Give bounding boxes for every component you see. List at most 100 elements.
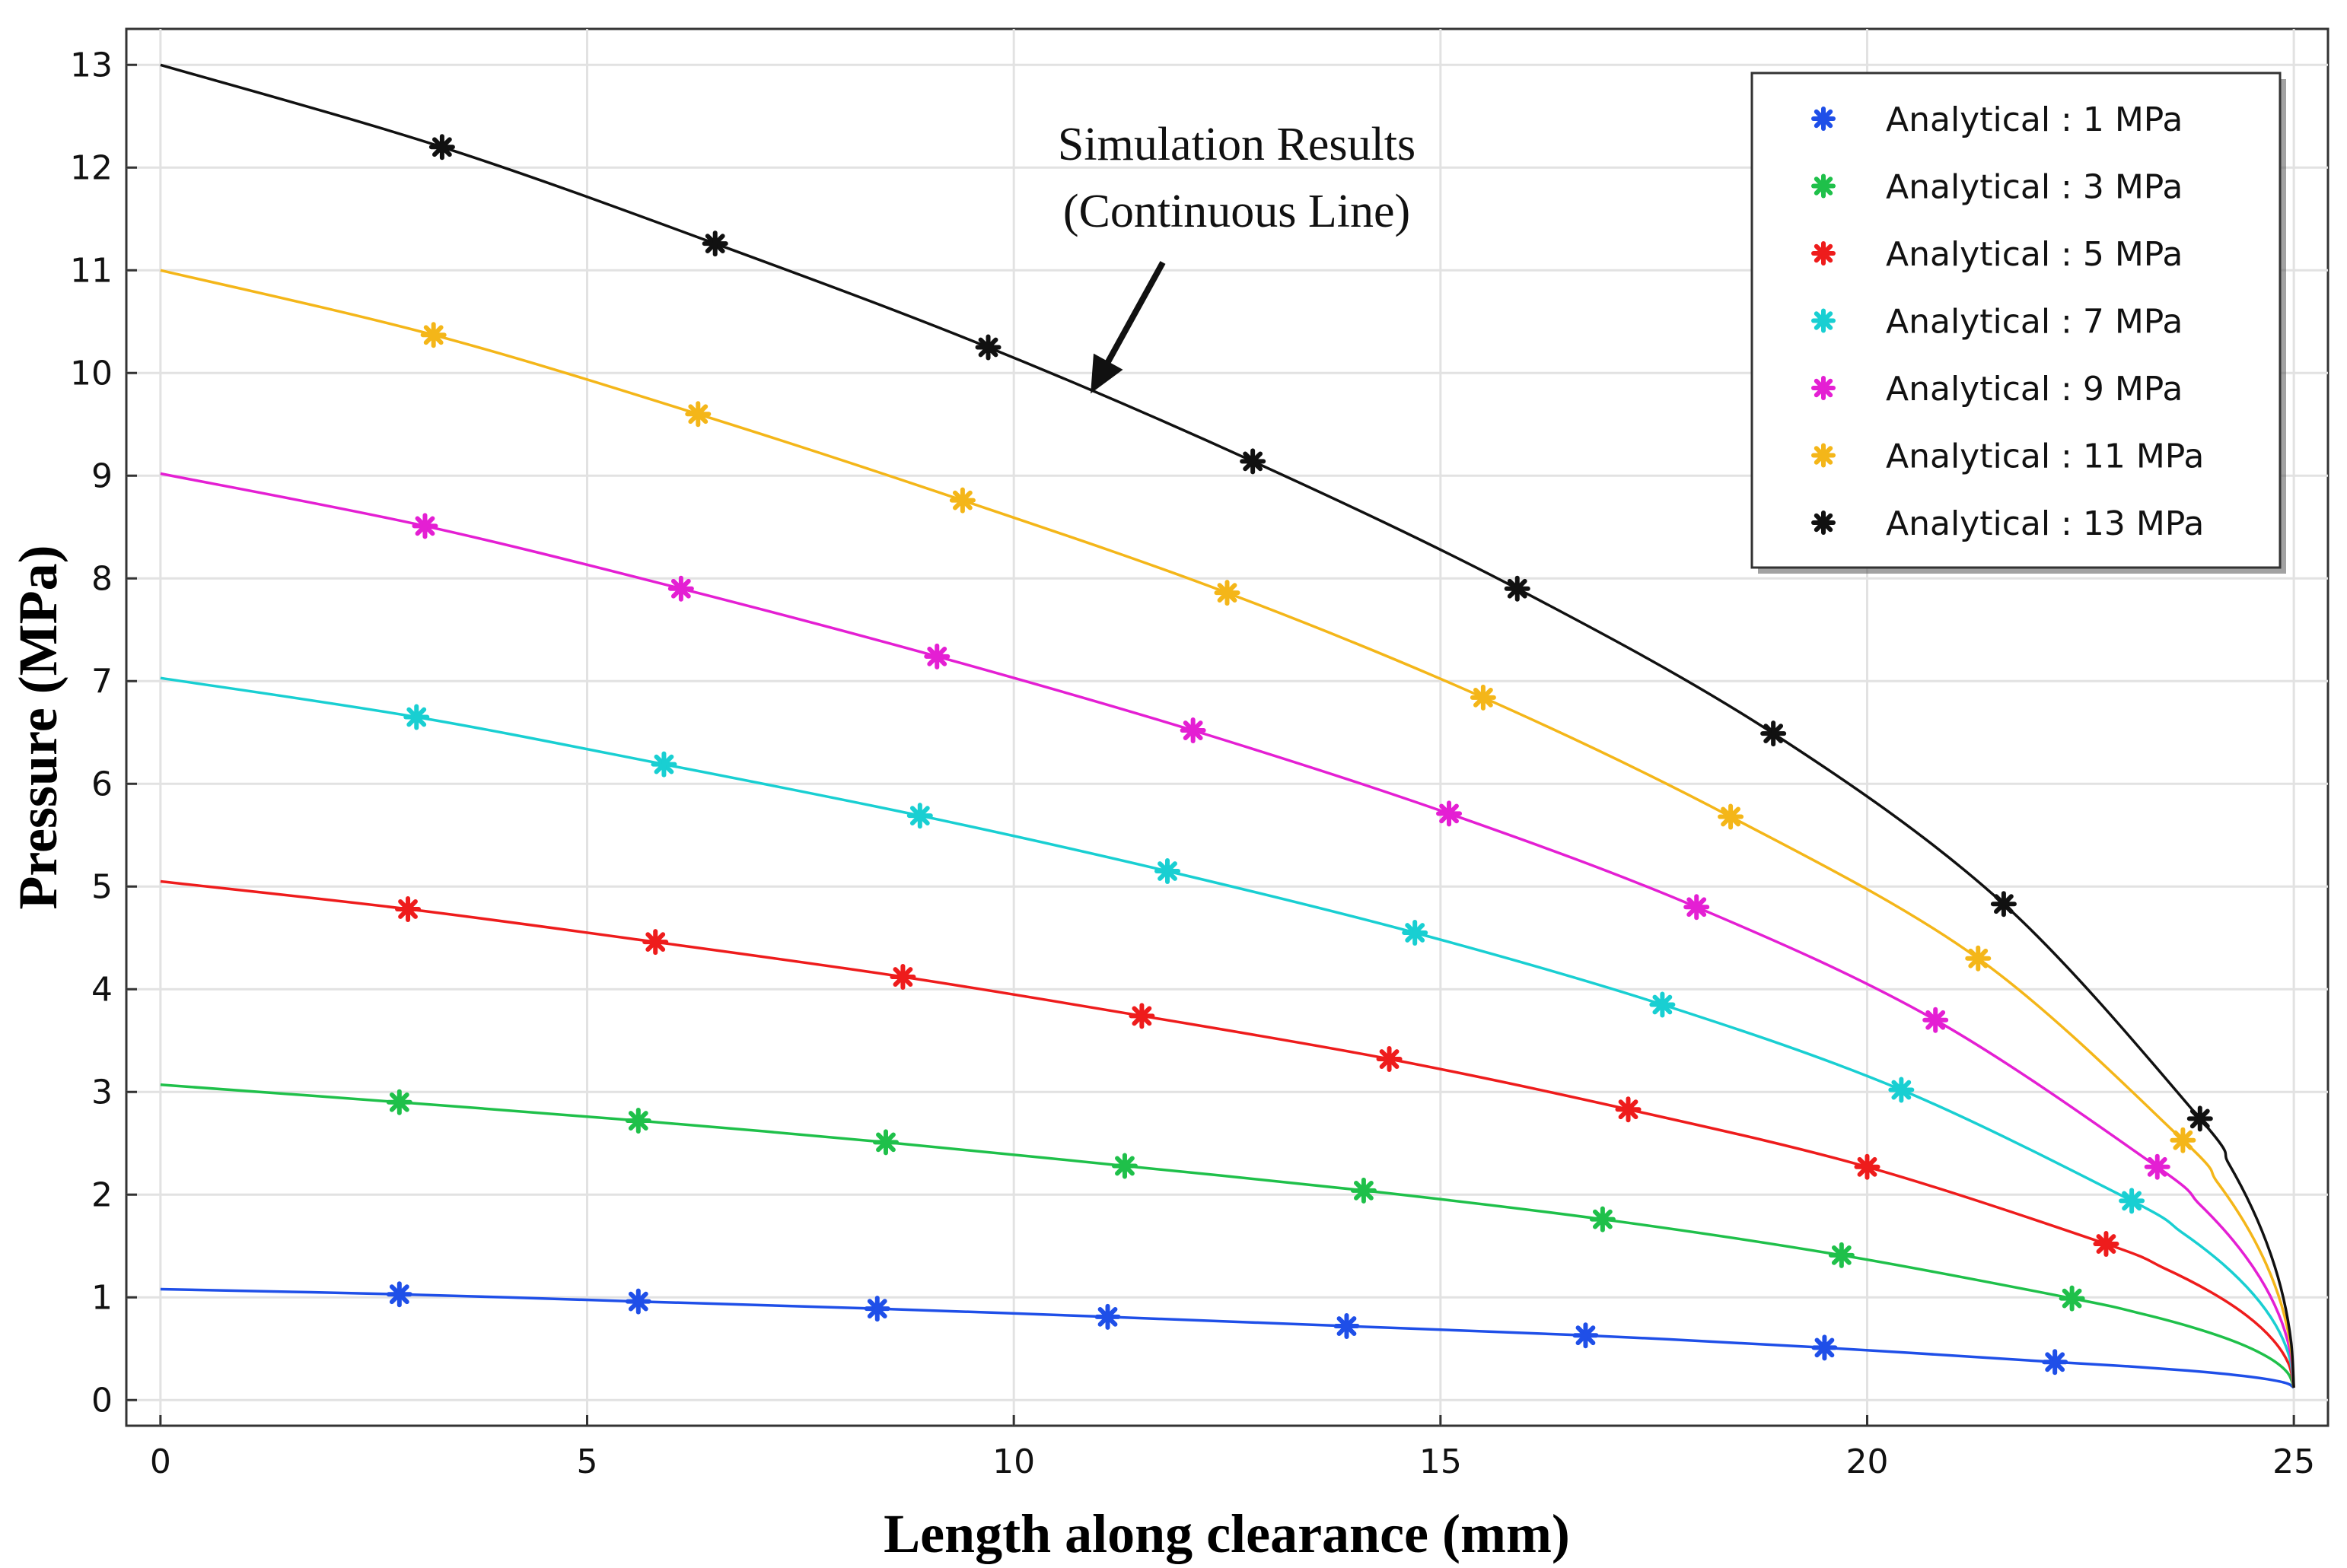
series-4-marker bbox=[1154, 858, 1181, 884]
analytical-markers bbox=[386, 134, 2213, 1376]
y-tick-label: 2 bbox=[91, 1175, 113, 1214]
simulation-curves bbox=[160, 63, 2295, 1389]
series-2-marker bbox=[386, 1089, 412, 1115]
legend: Analytical : 1 MPa Analytical : 3 MPa Anal… bbox=[1750, 72, 2286, 574]
series-1-marker bbox=[1094, 1303, 1121, 1330]
series-2-marker bbox=[2059, 1285, 2085, 1312]
series-2-marker bbox=[625, 1108, 651, 1134]
series-4-marker bbox=[906, 803, 933, 829]
series-1-marker bbox=[1333, 1313, 1360, 1340]
series-7-marker bbox=[1990, 891, 2017, 918]
x-tick-label: 10 bbox=[992, 1442, 1035, 1481]
legend-marker-3 bbox=[1811, 241, 1836, 266]
series-3-curve bbox=[160, 879, 2295, 1388]
series-6-curve bbox=[160, 269, 2295, 1388]
legend-marker-4 bbox=[1811, 308, 1836, 333]
series-2-marker bbox=[1589, 1206, 1616, 1232]
y-tick-label: 9 bbox=[91, 456, 113, 495]
series-5-marker bbox=[1180, 717, 1206, 744]
series-4-marker bbox=[1888, 1077, 1915, 1103]
series-6-marker bbox=[1718, 803, 1744, 830]
legend-marker-5 bbox=[1811, 376, 1836, 400]
y-axis-title: Pressure (MPa) bbox=[8, 545, 68, 909]
legend-label-3: Analytical : 5 MPa bbox=[1886, 235, 2183, 274]
y-tick-label: 1 bbox=[91, 1278, 113, 1317]
series-7-marker bbox=[2186, 1105, 2213, 1132]
y-tick-label: 5 bbox=[91, 867, 113, 906]
series-7-marker bbox=[1240, 448, 1266, 475]
series-7-marker bbox=[1760, 720, 1787, 747]
y-tick-label: 10 bbox=[70, 354, 113, 393]
y-tick-label: 7 bbox=[91, 662, 113, 701]
x-tick-label: 0 bbox=[150, 1442, 171, 1481]
legend-label-6: Analytical : 11 MPa bbox=[1886, 437, 2204, 476]
series-5-marker bbox=[412, 513, 438, 539]
series-6-marker bbox=[420, 322, 447, 348]
legend-label-4: Analytical : 7 MPa bbox=[1886, 303, 2183, 342]
series-4-marker bbox=[403, 704, 430, 730]
annotation-line-1: Simulation Results bbox=[1058, 119, 1416, 170]
series-7-marker bbox=[702, 231, 728, 257]
y-tick-label: 0 bbox=[91, 1381, 113, 1420]
series-2-marker bbox=[1350, 1177, 1377, 1204]
y-tick-label: 12 bbox=[70, 148, 113, 187]
series-5-marker bbox=[667, 575, 694, 602]
series-7-curve bbox=[160, 63, 2295, 1388]
y-tick-label: 6 bbox=[91, 765, 113, 803]
series-3-marker bbox=[1129, 1003, 1155, 1029]
y-tick-label: 13 bbox=[70, 46, 113, 84]
annotation-arrow bbox=[1103, 261, 1166, 366]
x-tick-label: 20 bbox=[1845, 1442, 1888, 1481]
series-6-marker bbox=[1470, 684, 1496, 711]
grid-lines bbox=[126, 29, 2328, 1426]
series-4-marker bbox=[651, 751, 677, 778]
y-tick-label: 3 bbox=[91, 1073, 113, 1112]
series-3-marker bbox=[890, 964, 916, 991]
series-7-marker bbox=[428, 134, 455, 161]
series-5-marker bbox=[2144, 1153, 2170, 1180]
series-6-marker bbox=[1214, 580, 1240, 606]
series-5-marker bbox=[924, 643, 951, 670]
annotation-line-2: (Continuous Line) bbox=[1063, 186, 1410, 237]
x-tick-label: 15 bbox=[1419, 1442, 1462, 1481]
legend-box bbox=[1750, 72, 2282, 569]
legend-label-2: Analytical : 3 MPa bbox=[1886, 168, 2183, 207]
series-1-marker bbox=[386, 1281, 412, 1308]
series-4-marker bbox=[1402, 920, 1428, 946]
series-4-curve bbox=[160, 676, 2295, 1388]
x-axis-title: Length along clearance (mm) bbox=[884, 1503, 1570, 1564]
legend-label-5: Analytical : 9 MPa bbox=[1886, 370, 2183, 409]
y-tick-label: 4 bbox=[91, 970, 113, 1009]
series-6-marker bbox=[2170, 1127, 2196, 1153]
series-1-marker bbox=[1572, 1322, 1599, 1349]
y-tick-label: 8 bbox=[91, 559, 113, 598]
series-6-marker bbox=[685, 401, 712, 428]
series-2-marker bbox=[872, 1129, 899, 1156]
series-2-curve bbox=[160, 1083, 2295, 1388]
y-tick-label: 11 bbox=[70, 251, 113, 290]
legend-marker-1 bbox=[1811, 107, 1836, 131]
series-2-marker bbox=[1111, 1153, 1138, 1179]
series-1-marker bbox=[625, 1288, 651, 1315]
series-4-marker bbox=[1649, 991, 1676, 1018]
series-1-curve bbox=[160, 1287, 2295, 1389]
legend-label-1: Analytical : 1 MPa bbox=[1886, 100, 2183, 139]
series-5-marker bbox=[1683, 894, 1710, 921]
series-1-marker bbox=[1811, 1334, 1838, 1361]
series-5-marker bbox=[1922, 1007, 1949, 1033]
series-3-marker bbox=[1854, 1153, 1880, 1180]
legend-label-7: Analytical : 13 MPa bbox=[1886, 504, 2204, 543]
series-2-marker bbox=[1828, 1242, 1855, 1268]
series-3-marker bbox=[1376, 1046, 1403, 1073]
annotation-arrowhead bbox=[1091, 353, 1123, 394]
series-5-curve bbox=[160, 472, 2295, 1388]
series-1-marker bbox=[2042, 1349, 2068, 1376]
series-1-marker bbox=[864, 1296, 890, 1322]
legend-marker-7 bbox=[1811, 510, 1836, 535]
annotation: Simulation Results (Continuous Line) bbox=[1058, 119, 1416, 394]
series-6-marker bbox=[949, 487, 976, 514]
series-4-marker bbox=[2119, 1188, 2145, 1214]
legend-marker-6 bbox=[1811, 443, 1836, 468]
